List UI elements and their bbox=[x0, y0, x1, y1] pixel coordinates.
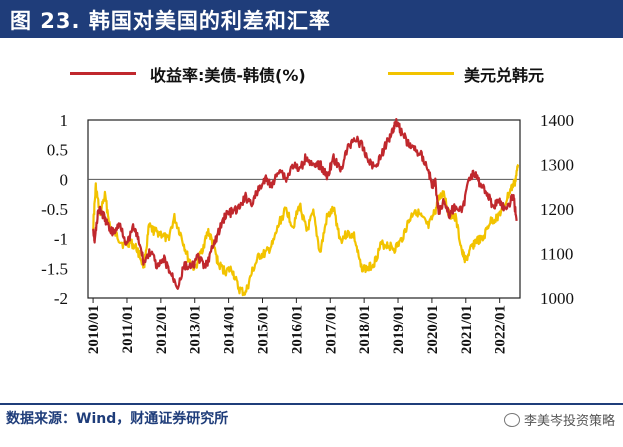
legend-spread: 收益率:美债-韩债(%) bbox=[70, 62, 350, 85]
series-line-spread bbox=[92, 118, 518, 290]
watermark: 李美岑投资策略 bbox=[503, 410, 615, 429]
legend-fx: 美元兑韩元 bbox=[388, 62, 568, 85]
legend-swatch-spread bbox=[70, 72, 136, 75]
x-tick-label: 2017/01 bbox=[323, 305, 339, 354]
left-tick-label: 1 bbox=[60, 111, 69, 130]
left-tick-label: 0 bbox=[60, 170, 69, 189]
x-tick-label: 2022/01 bbox=[493, 305, 509, 354]
source-divider bbox=[0, 403, 623, 405]
right-tick-label: 1100 bbox=[540, 245, 573, 264]
right-tick-label: 1400 bbox=[540, 111, 574, 130]
left-tick-label: 0.5 bbox=[47, 141, 68, 160]
left-tick-label: -0.5 bbox=[41, 200, 68, 219]
x-tick-label: 2018/01 bbox=[357, 305, 373, 354]
left-axis: 1 0.5 0 -0.5 -1 -1.5 -2 bbox=[41, 111, 68, 308]
x-axis: 2010/01 2011/01 2012/01 2013/01 2014/01 2015/… bbox=[86, 298, 509, 354]
x-tick-label: 2015/01 bbox=[255, 305, 271, 354]
x-tick-label: 2011/01 bbox=[120, 305, 136, 353]
x-tick-label: 2021/01 bbox=[459, 305, 475, 354]
chart: 1 0.5 0 -0.5 -1 -1.5 -2 1400 1300 1200 1100 1000 2… bbox=[41, 111, 574, 354]
right-axis: 1400 1300 1200 1100 1000 bbox=[540, 111, 574, 308]
legend-label-spread: 收益率:美债-韩债(%) bbox=[150, 66, 306, 85]
right-tick-label: 1000 bbox=[540, 289, 574, 308]
figure-title: 图 23. 韩国对美国的利差和汇率 bbox=[10, 9, 331, 33]
x-tick-label: 2012/01 bbox=[154, 305, 170, 354]
plot-area bbox=[87, 119, 521, 299]
x-tick-label: 2016/01 bbox=[289, 305, 305, 354]
series-line-fx bbox=[92, 163, 520, 297]
x-tick-label: 2020/01 bbox=[425, 305, 441, 354]
legend-label-fx: 美元兑韩元 bbox=[464, 66, 545, 85]
x-tick-label: 2014/01 bbox=[222, 305, 238, 354]
left-tick-label: -1.5 bbox=[41, 259, 68, 278]
left-tick-label: -2 bbox=[54, 289, 68, 308]
right-tick-label: 1300 bbox=[540, 156, 574, 175]
right-tick-label: 1200 bbox=[540, 200, 574, 219]
x-tick-label: 2019/01 bbox=[391, 305, 407, 354]
title-bar: 图 23. 韩国对美国的利差和汇率 bbox=[0, 0, 623, 38]
x-tick-label: 2013/01 bbox=[188, 305, 204, 354]
x-tick-label: 2010/01 bbox=[86, 305, 102, 354]
legend-swatch-fx bbox=[388, 72, 454, 75]
left-tick-label: -1 bbox=[54, 230, 68, 249]
watermark-text: 李美岑投资策略 bbox=[523, 414, 615, 429]
source-note: 数据来源：Wind，财通证券研究所 bbox=[6, 411, 229, 427]
wechat-icon bbox=[503, 413, 520, 427]
